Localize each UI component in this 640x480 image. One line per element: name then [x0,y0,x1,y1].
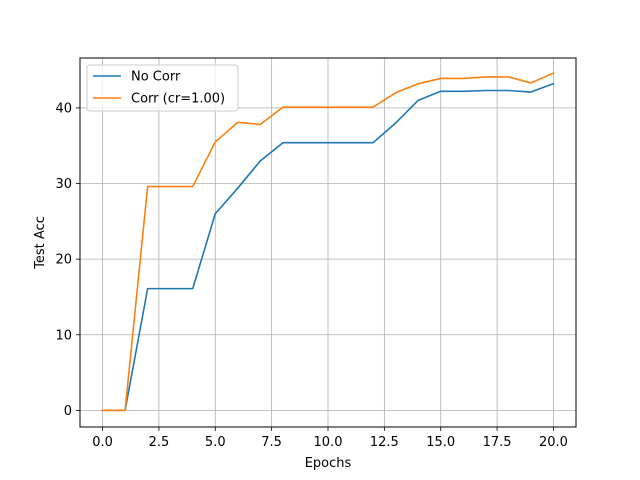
y-tick-label: 20 [55,253,72,268]
x-tick-label: 5.0 [205,435,226,450]
x-tick-label: 2.5 [149,435,170,450]
y-tick-label: 10 [55,328,72,343]
series-lines [101,72,555,412]
x-tick-label: 7.5 [261,435,282,450]
legend-box [86,64,239,112]
legend-label-no-corr: No Corr [131,70,181,85]
x-tick-label: 20.0 [539,435,568,450]
x-tick-label: 17.5 [483,435,512,450]
legend: No Corr Corr (cr=1.00) [86,64,239,112]
y-tick-label: 0 [64,404,72,419]
axis-ticks: 0.0 2.5 5.0 7.5 10.0 12.5 15.0 17.5 20.0 0 10 20 30 4… [55,101,567,450]
x-tick-label: 12.5 [370,435,399,450]
y-tick-label: 40 [55,101,72,116]
legend-label-corr: Corr (cr=1.00) [131,92,225,107]
y-axis-label: Test Acc [33,216,48,270]
y-tick-label: 30 [55,177,72,192]
x-tick-label: 0.0 [92,435,113,450]
x-tick-label: 10.0 [314,435,343,450]
x-axis-label: Epochs [305,456,352,471]
series-line-no-corr [101,82,555,412]
x-tick-label: 15.0 [426,435,455,450]
series-line-corr [101,72,555,412]
